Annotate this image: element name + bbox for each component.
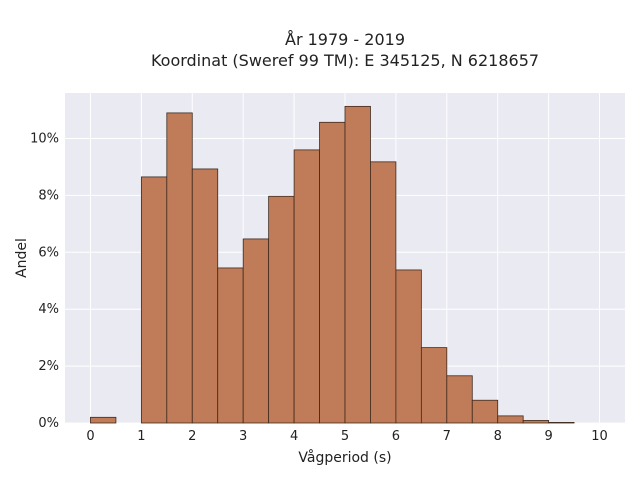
chart-subtitle: Koordinat (Sweref 99 TM): E 345125, N 62…	[151, 51, 539, 70]
y-tick-label: 8%	[38, 188, 59, 203]
x-tick-label: 6	[392, 429, 400, 444]
x-tick-label: 0	[86, 429, 94, 444]
y-tick-label: 10%	[30, 132, 59, 147]
x-tick-label: 2	[188, 429, 196, 444]
x-tick-label: 5	[341, 429, 349, 444]
bars	[90, 105, 575, 424]
x-tick-label: 9	[544, 429, 552, 444]
histogram-bar	[471, 399, 499, 424]
x-tick-label: 1	[137, 429, 145, 444]
x-tick-label: 4	[290, 429, 298, 444]
histogram-bar	[370, 161, 397, 424]
x-tick-label: 10	[591, 429, 608, 444]
y-tick-label: 2%	[38, 359, 59, 374]
histogram-bar	[140, 176, 168, 424]
y-axis-label: Andel	[14, 238, 30, 278]
histogram-bar	[446, 375, 473, 424]
y-tick-label: 0%	[38, 416, 59, 431]
x-axis-ticks: 0 1 2 3 4 5 6 7 8 9 10	[86, 429, 608, 444]
chart-title: År 1979 - 2019	[285, 30, 405, 49]
histogram-bar	[90, 416, 117, 424]
x-tick-label: 8	[494, 429, 502, 444]
histogram-bar	[319, 121, 346, 424]
histogram-bar	[420, 347, 448, 424]
histogram-bar	[242, 238, 270, 424]
y-tick-label: 4%	[38, 302, 59, 317]
histogram-bar	[166, 112, 193, 424]
x-axis-label: Vågperiod (s)	[298, 449, 391, 466]
histogram-bar	[548, 422, 575, 424]
histogram-bar	[522, 420, 550, 424]
histogram-bar	[497, 415, 524, 424]
histogram-bar	[293, 149, 320, 424]
x-tick-label: 7	[443, 429, 451, 444]
histogram-bar	[268, 195, 295, 424]
histogram-bar	[344, 105, 371, 424]
histogram-bar	[395, 269, 422, 424]
x-tick-label: 3	[239, 429, 247, 444]
y-tick-label: 6%	[38, 245, 59, 260]
y-axis-ticks: 0% 2% 4% 6% 8% 10%	[30, 132, 59, 431]
histogram-bar	[191, 168, 219, 424]
histogram-bar	[217, 267, 244, 424]
